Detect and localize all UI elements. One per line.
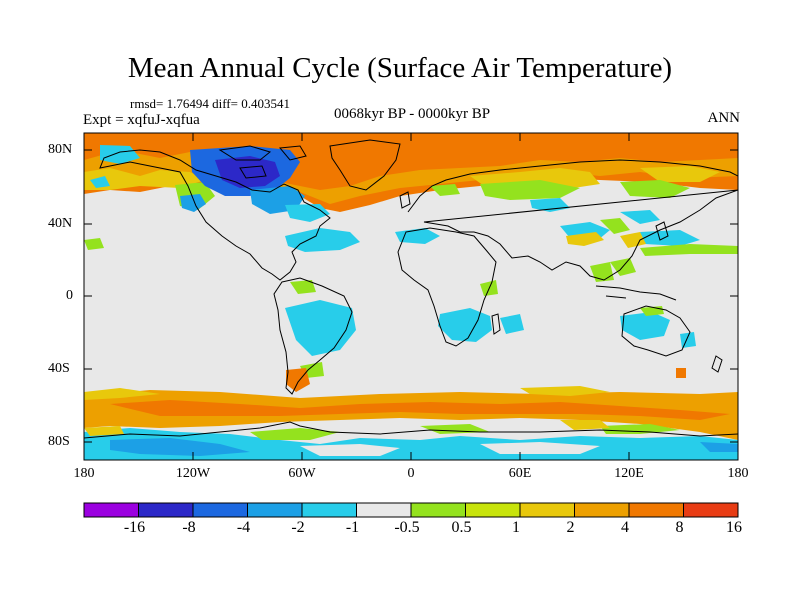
antarctica-light-blue [110,438,738,456]
season-label: ANN [707,110,741,126]
colorbar-label: 4 [621,519,629,536]
colorbar-label: -4 [236,519,251,536]
coast-canadian-islands [218,145,307,179]
canada-dark-blue [215,156,280,188]
antarctica-neutral [300,442,600,456]
period-label: 0068kyr BP - 0000kyr BP [333,106,491,122]
colorbar-box-5 [356,502,412,518]
canada-light-blue [180,186,305,214]
colorbar-box-2 [192,502,248,518]
colorbar-box-0 [83,502,139,518]
stats-text: rmsd= 1.76494 diff= 0.403541 [130,96,290,111]
midlat-yellow-patches [566,232,646,248]
x-tick-60e: 60E [508,466,532,481]
colorbar-label: -8 [182,519,196,536]
coast-indonesia [595,285,677,301]
x-tick-180w: 180 [73,466,95,481]
coast-madagascar [491,313,501,335]
coast-uk [399,191,411,209]
coast-greenland [329,139,401,191]
x-tick-60w: 60W [288,466,316,481]
y-tick-80n: 80N [48,142,73,157]
colorbar-box-8 [519,502,575,518]
colorbar-label: -0.5 [394,519,420,536]
temperature-field [84,133,738,460]
canada-cyan [90,145,330,222]
coast-north-america [99,149,331,281]
coast-antarctica [84,421,738,439]
colorbar [83,502,739,518]
southamerica-cyan [285,300,696,356]
tick-marks [83,133,739,460]
x-tick-0: 0 [407,466,415,481]
colorbar-label: -16 [123,519,146,536]
map-title: Mean Annual Cycle (Surface Air Temperatu… [127,52,673,84]
y-tick-40n: 40N [48,216,73,231]
coast-australia [621,305,691,357]
arctic-light-band [84,150,738,204]
coast-japan [655,221,669,241]
colorbar-box-7 [465,502,521,518]
colorbar-box-3 [247,502,303,518]
x-tick-120w: 120W [175,466,211,481]
colorbar-label: 0.5 [451,519,472,536]
colorbar-box-10 [628,502,684,518]
coastlines [84,139,738,439]
colorbar-label: 8 [675,519,684,536]
arctic-green-patches [175,180,690,210]
southern-orange-band [110,400,730,420]
y-tick-0: 0 [66,288,73,303]
x-tick-180e: 180 [727,466,749,481]
colorbar-box-9 [574,502,630,518]
colorbar-label: 2 [566,519,575,536]
x-tick-120e: 120E [614,466,644,481]
y-tick-40s: 40S [48,361,70,376]
southern-yellow-band [84,386,610,400]
colorbar-box-6 [410,502,466,518]
coast-eurasia [407,159,738,281]
coast-new-zealand [711,355,723,373]
southern-light-band [84,390,738,440]
y-tick-80s: 80S [48,434,70,449]
coast-south-america [273,277,353,395]
antarctica-green [250,424,680,440]
experiment-label: Expt = xqfuJ-xqfua [83,112,200,128]
colorbar-label: 16 [726,519,742,536]
colorbar-label: -1 [345,519,360,536]
colorbar-label: -2 [291,519,305,536]
colorbar-box-1 [138,502,194,518]
colorbar-box-4 [301,502,357,518]
colorbar-box-11 [683,502,739,518]
colorbar-label: 1 [512,519,520,536]
coast-africa [397,227,497,347]
